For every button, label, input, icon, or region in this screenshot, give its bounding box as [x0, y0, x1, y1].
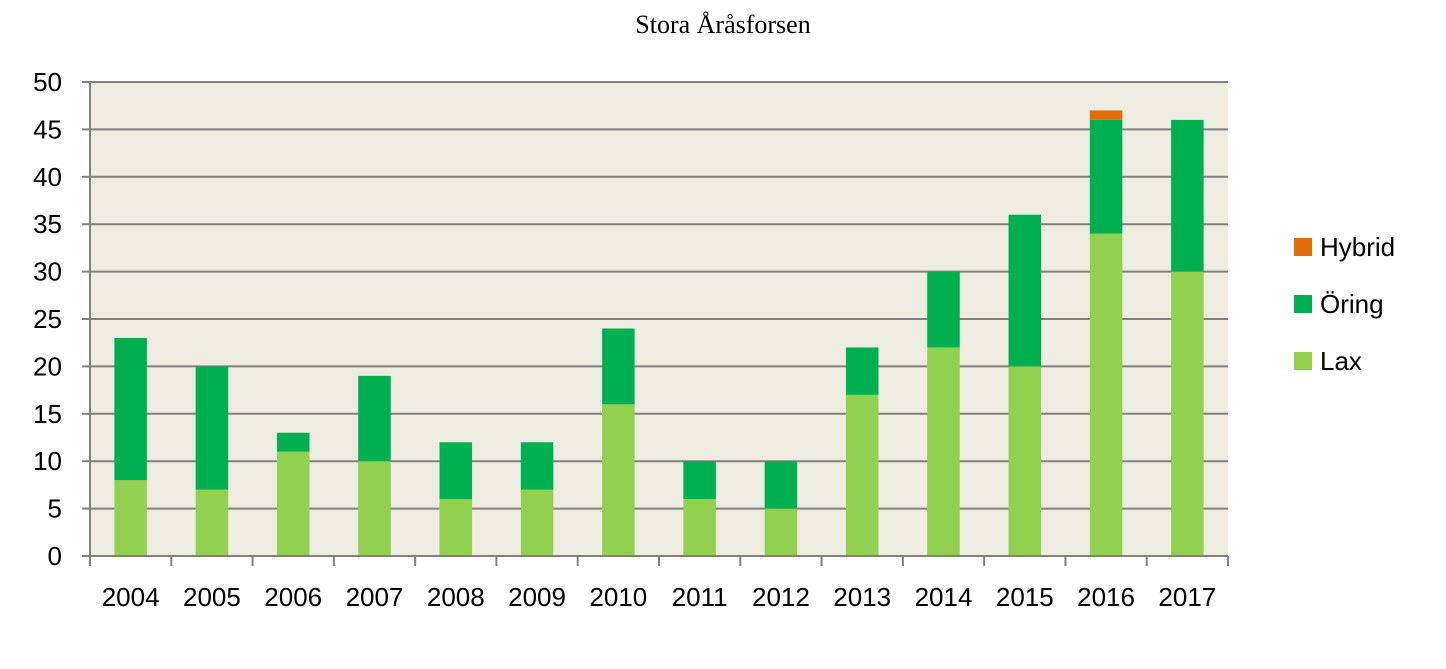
bar--ring-2008 [439, 442, 473, 500]
bars [114, 110, 1204, 556]
bar-lax-2014 [927, 347, 960, 556]
y-tick-label: 20 [33, 351, 62, 381]
x-tick-label: 2011 [672, 582, 728, 612]
x-tick-label: 2004 [102, 582, 160, 612]
x-tick-label: 2012 [752, 582, 810, 612]
y-tick-label: 50 [33, 67, 62, 97]
bar-lax-2010 [602, 404, 635, 556]
bar-hybrid-2016 [1089, 110, 1123, 120]
bar-lax-2006 [276, 451, 310, 556]
x-tick-label: 2014 [915, 582, 973, 612]
x-tick-label: 2015 [996, 582, 1054, 612]
bar--ring-2016 [1089, 119, 1123, 234]
bar-lax-2004 [114, 480, 147, 556]
bar--ring-2010 [602, 328, 635, 405]
y-tick-label: 35 [33, 209, 62, 239]
bar--ring-2017 [1171, 119, 1204, 272]
bar-lax-2007 [358, 461, 391, 556]
legend-label: Hybrid [1320, 232, 1395, 262]
chart-title: Stora Åråsforsen [635, 10, 810, 39]
legend-label: Lax [1320, 346, 1362, 376]
x-tick-label: 2010 [589, 582, 647, 612]
bar-lax-2012 [764, 508, 798, 556]
y-tick-label: 25 [33, 304, 62, 334]
x-tick-label: 2007 [346, 582, 404, 612]
legend-swatch [1294, 238, 1312, 256]
x-tick-label: 2013 [833, 582, 891, 612]
bar--ring-2011 [683, 461, 716, 500]
bar--ring-2007 [358, 375, 391, 462]
x-tick-label: 2005 [183, 582, 241, 612]
bar-lax-2009 [520, 489, 554, 556]
y-tick-label: 30 [33, 257, 62, 287]
bar--ring-2014 [927, 271, 960, 348]
legend: Hybrid Öring Lax [1294, 232, 1395, 376]
bar-lax-2016 [1089, 233, 1123, 556]
bar-lax-2017 [1171, 271, 1204, 556]
legend-label: Öring [1320, 289, 1384, 319]
bar--ring-2013 [845, 347, 879, 395]
x-tick-label: 2009 [508, 582, 566, 612]
bar-lax-2015 [1008, 366, 1042, 556]
bar-lax-2013 [845, 394, 879, 556]
y-tick-label: 45 [33, 114, 62, 144]
y-tick-label: 40 [33, 162, 62, 192]
bar--ring-2009 [520, 442, 554, 490]
y-tick-label: 0 [48, 541, 62, 571]
bar--ring-2005 [195, 366, 229, 490]
legend-swatch [1294, 295, 1312, 313]
bar--ring-2006 [276, 432, 310, 452]
y-tick-label: 5 [48, 494, 62, 524]
x-tick-label: 2016 [1077, 582, 1135, 612]
x-tick-label: 2006 [264, 582, 322, 612]
legend-swatch [1294, 352, 1312, 370]
bar-lax-2011 [683, 499, 716, 556]
bar-lax-2005 [195, 489, 229, 556]
bar-lax-2008 [439, 499, 473, 556]
x-tick-label: 2017 [1158, 582, 1216, 612]
axes: 0 5 10 15 20 25 30 35 40 45 50 2004 2005 2006 2007 2008… [33, 67, 1229, 612]
bar--ring-2012 [764, 461, 798, 509]
bar--ring-2004 [114, 337, 147, 481]
y-tick-label: 10 [33, 446, 62, 476]
y-tick-label: 15 [33, 399, 62, 429]
bar--ring-2015 [1008, 214, 1042, 367]
x-tick-label: 2008 [427, 582, 485, 612]
